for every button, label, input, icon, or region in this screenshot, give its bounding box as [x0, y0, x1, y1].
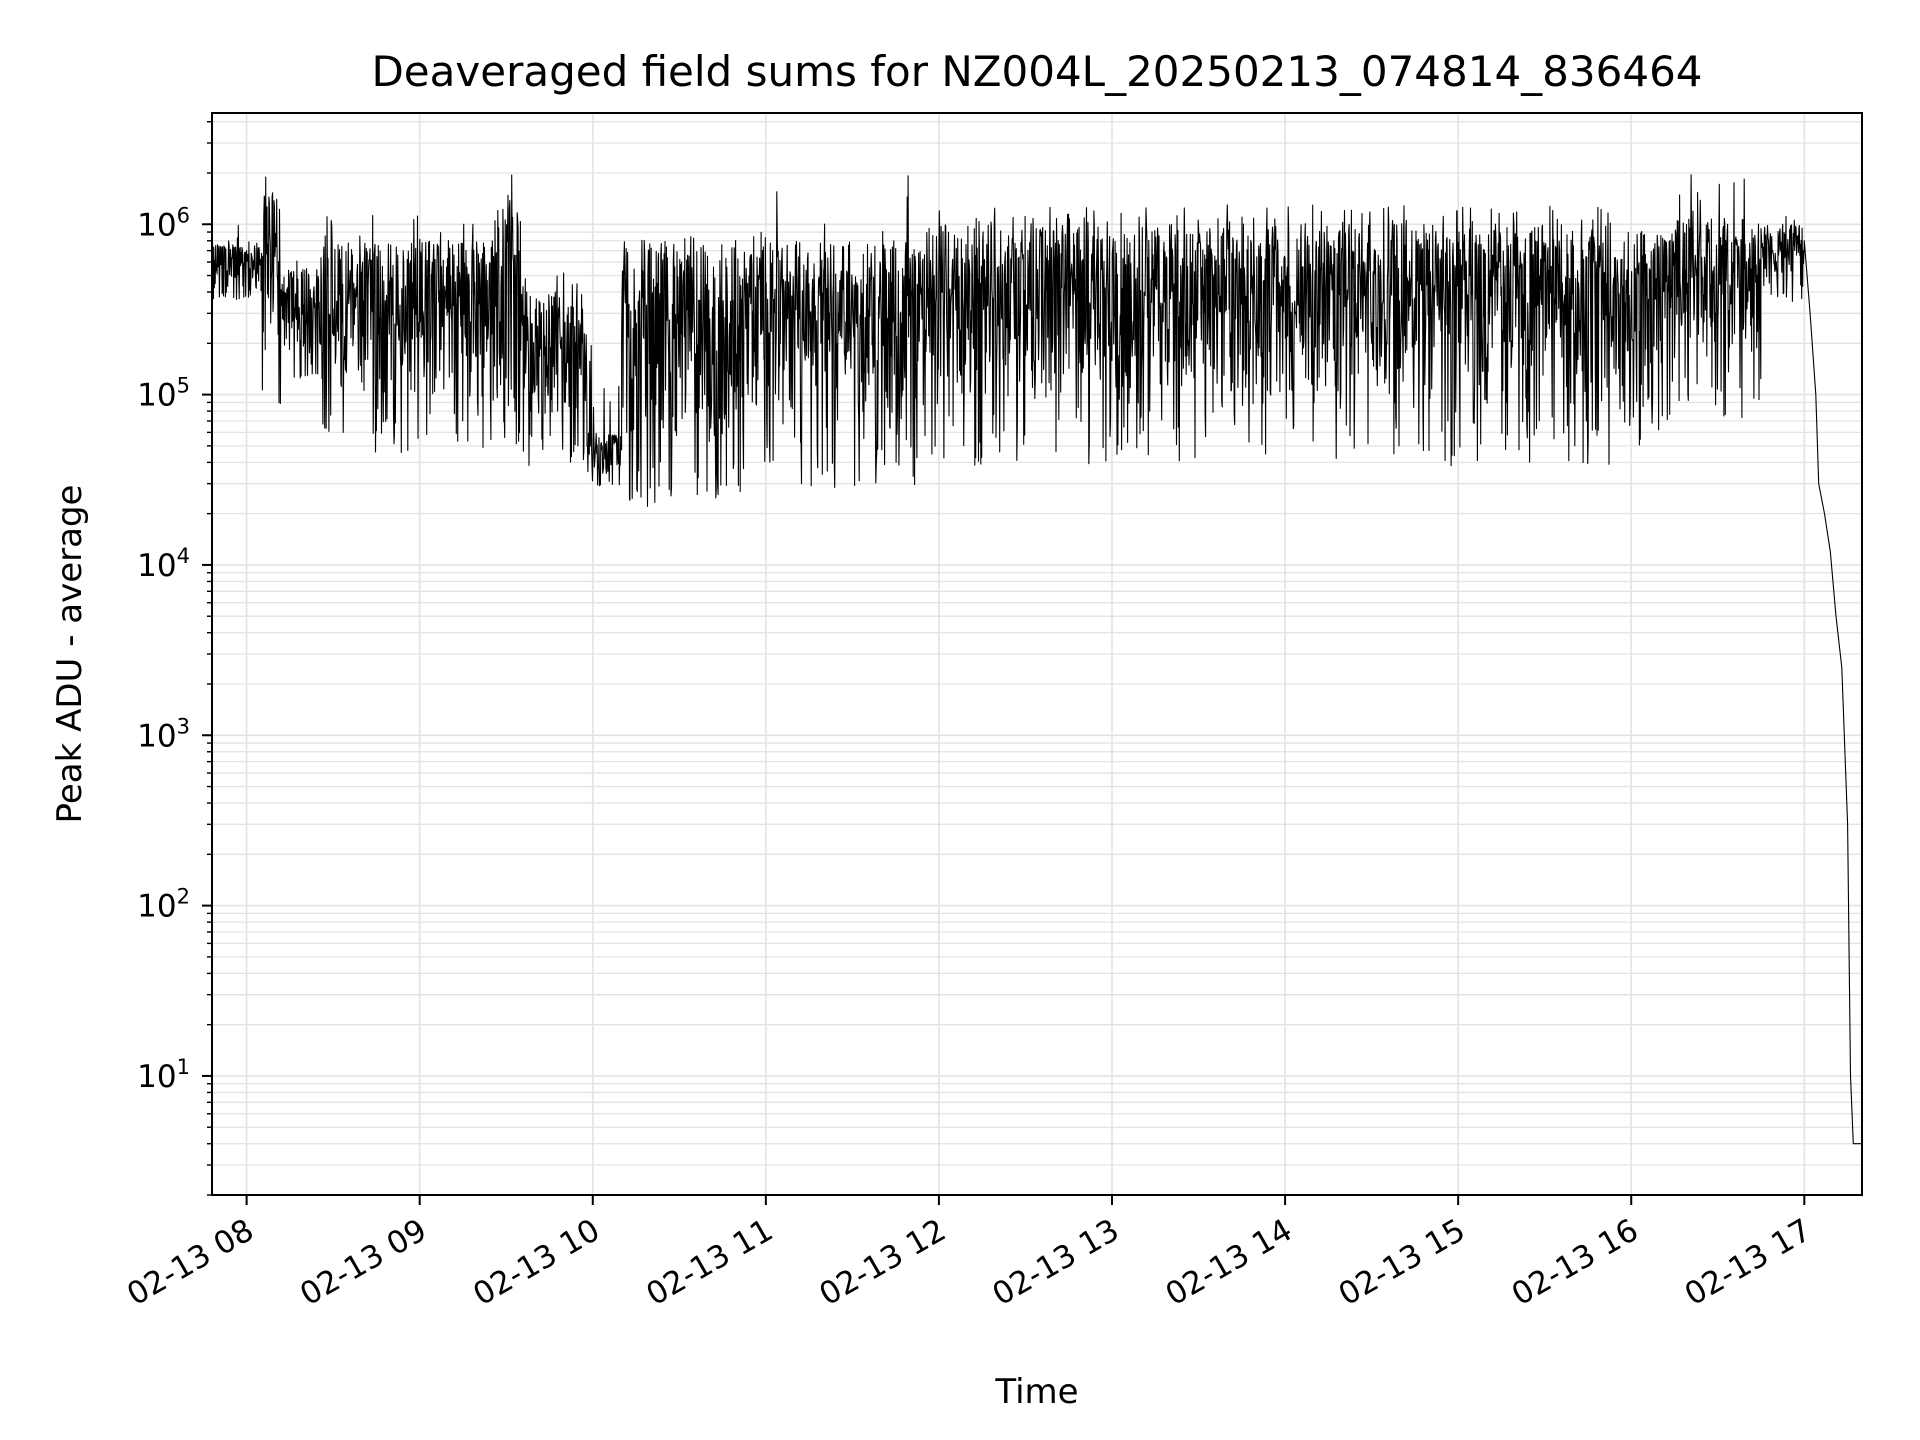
y-axis: 101 102 103 104 105 106: [137, 121, 212, 1196]
plot-area: [211, 174, 1862, 1145]
series-line-segment: [211, 176, 396, 453]
y-tick-label: 105: [137, 374, 190, 414]
series-line-segment: [1315, 205, 1502, 467]
y-axis-title: Peak ADU - average: [50, 485, 90, 824]
series-line-segment: [946, 206, 1133, 466]
y-tick-label: 103: [137, 714, 190, 754]
chart-title: Deaveraged field sums for NZ004L_2025021…: [371, 47, 1702, 96]
series-line-segment: [394, 174, 580, 466]
series-line-segment: [1684, 174, 1862, 1145]
x-axis-title: Time: [994, 1372, 1078, 1412]
y-tick-label: 101: [137, 1055, 190, 1095]
y-tick-label: 102: [137, 885, 190, 925]
series-line-segment: [1131, 204, 1317, 462]
y-tick-label: 106: [137, 203, 190, 243]
series-line-segment: [762, 175, 948, 488]
y-tick-label: 104: [137, 544, 190, 584]
series-line-segment: [578, 231, 764, 507]
series-line-segment: [1500, 194, 1686, 465]
